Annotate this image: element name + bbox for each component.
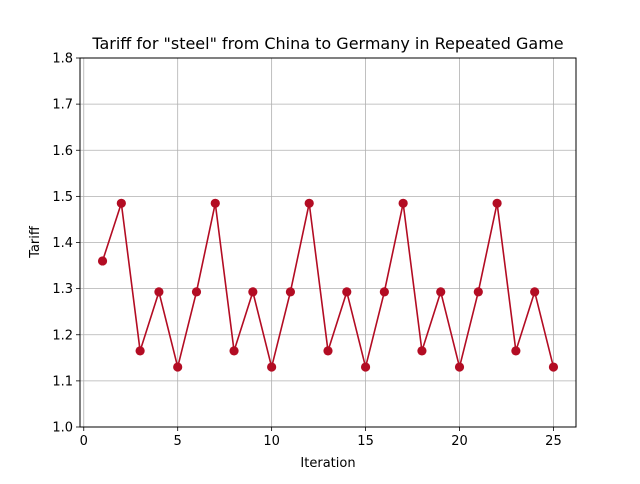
series-layer [97,198,559,372]
y-tick-label: 1.8 [52,52,73,67]
data-point [154,287,164,297]
x-tick-label: 5 [174,434,182,449]
y-tick-label: 1.5 [52,190,73,205]
data-point [398,198,408,208]
data-point [97,256,108,266]
data-point [342,287,352,297]
data-point [454,362,465,372]
data-point [135,346,145,356]
y-tick-label: 1.4 [52,236,73,251]
data-point [417,346,427,356]
series-line [101,202,555,368]
grid-layer [80,57,576,428]
data-point [304,198,314,208]
y-tick-label: 1.7 [52,98,73,113]
x-tick-label: 25 [545,434,562,449]
data-point [229,346,239,356]
tick-layer: 0 5 10 15 20 25 1.0 1.1 1.2 1.3 1.4 1.5 1.6 1.7 1.8 [52,52,561,450]
data-point [548,362,559,372]
x-axis-label: Iteration [300,456,355,471]
y-tick-label: 1.1 [52,374,73,389]
y-tick-label: 1.2 [52,328,73,343]
data-point [267,362,277,372]
data-point [116,198,126,208]
chart-title: Tariff for "steel" from China to Germany… [91,34,563,53]
data-point [436,287,446,297]
data-point [191,287,202,297]
y-tick-label: 1.0 [52,421,73,436]
x-tick-label: 0 [80,434,88,449]
data-point [492,198,502,208]
y-axis-label: Tariff [28,225,43,259]
data-point [248,287,258,297]
data-point [210,198,220,208]
data-point [285,287,296,297]
x-tick-label: 15 [357,434,374,449]
x-tick-label: 20 [451,434,468,449]
data-point [473,287,483,297]
y-tick-label: 1.3 [52,282,73,297]
data-point [379,287,389,297]
data-point [323,346,333,356]
data-point [173,362,183,372]
data-point [360,362,371,372]
x-tick-label: 10 [263,434,280,449]
data-point [511,346,521,356]
data-point [530,287,540,297]
y-tick-label: 1.6 [52,144,73,159]
